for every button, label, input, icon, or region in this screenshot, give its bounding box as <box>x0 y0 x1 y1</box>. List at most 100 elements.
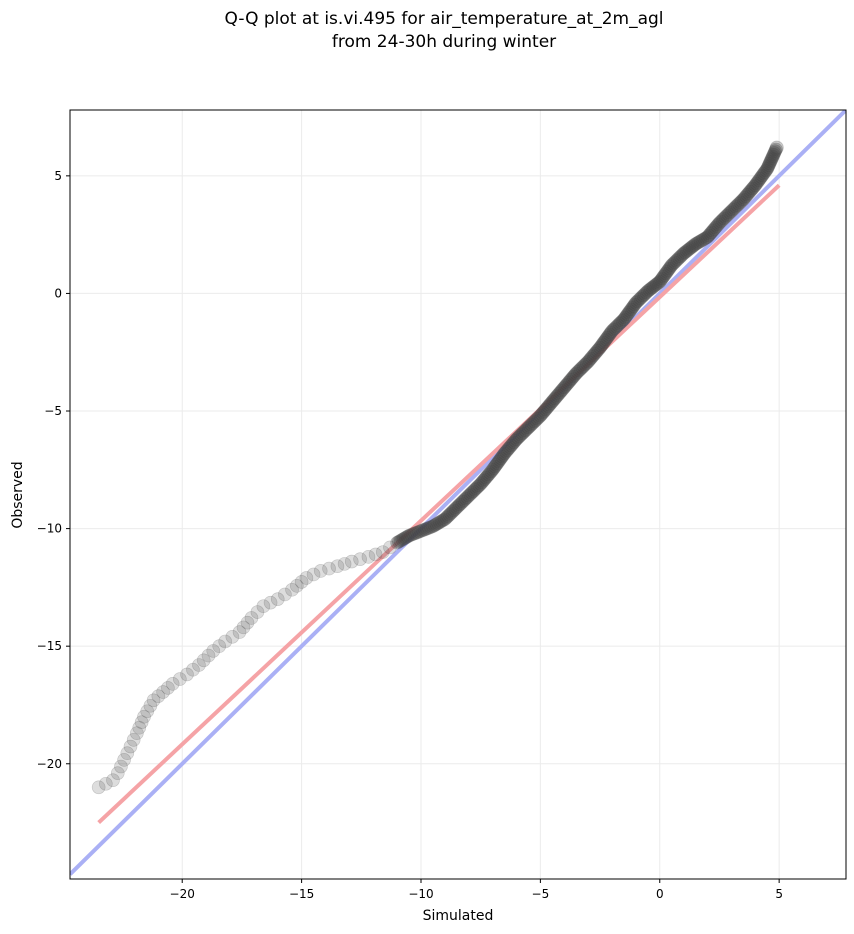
qq-point <box>454 496 469 510</box>
qq-point <box>645 280 660 295</box>
qq-point <box>424 520 438 534</box>
qq-point <box>570 365 585 379</box>
qq-point <box>639 285 654 300</box>
qq-point <box>452 497 467 512</box>
qq-point <box>564 372 578 387</box>
qq-point <box>491 454 506 469</box>
qq-point <box>673 249 688 264</box>
qq-point <box>477 472 492 487</box>
y-axis-ticks: 5 0 −5 −10 −15 −20 <box>37 169 70 771</box>
qq-point <box>741 186 756 200</box>
qq-point <box>445 505 460 519</box>
qq-point <box>761 160 775 174</box>
qq-point <box>578 357 592 372</box>
qq-point <box>625 300 640 315</box>
qq-point <box>675 248 689 262</box>
qq-point <box>682 241 697 256</box>
qq-point <box>553 385 568 400</box>
qq-point <box>712 216 727 230</box>
qq-point <box>745 181 760 196</box>
qq-point <box>579 356 594 370</box>
gridlines <box>70 110 846 879</box>
qq-point <box>642 283 657 297</box>
qq-point <box>732 196 746 211</box>
qq-point <box>397 531 411 546</box>
qq-point <box>670 252 685 267</box>
qq-point <box>480 469 495 483</box>
qq-point <box>434 514 449 529</box>
qq-point <box>621 305 636 320</box>
qq-point <box>545 394 560 409</box>
qq-point <box>700 230 715 244</box>
qq-point <box>206 644 221 658</box>
qq-point <box>663 260 678 274</box>
qq-point <box>753 171 767 186</box>
qq-point <box>740 187 755 202</box>
qq-point <box>451 499 466 513</box>
qq-point <box>330 559 345 574</box>
qq-point <box>460 490 475 504</box>
qq-point <box>473 477 488 491</box>
qq-point <box>201 648 216 663</box>
qq-point <box>542 397 557 412</box>
qq-point <box>569 366 583 381</box>
qq-point <box>661 263 675 277</box>
qq-point <box>655 271 669 286</box>
qq-point <box>599 332 613 347</box>
qq-point <box>688 237 703 251</box>
qq-point <box>99 776 113 791</box>
qq-point <box>406 527 420 541</box>
qq-point <box>212 639 227 653</box>
qq-point <box>110 766 125 780</box>
qq-point <box>646 279 661 294</box>
qq-point <box>632 293 646 307</box>
qq-point <box>458 491 473 506</box>
qq-point <box>524 417 539 432</box>
qq-point <box>729 199 743 214</box>
qq-point <box>263 595 278 610</box>
qq-point <box>562 374 577 389</box>
qq-point <box>466 484 481 499</box>
qq-point <box>654 273 668 287</box>
qq-point <box>666 256 680 271</box>
qq-point <box>586 348 601 363</box>
qq-point <box>687 238 701 253</box>
qq-point <box>151 689 166 703</box>
x-tick-label: −20 <box>170 887 195 901</box>
qq-point <box>744 183 759 197</box>
qq-point <box>114 759 128 774</box>
qq-point <box>633 291 648 306</box>
chart-title-line-2: from 24-30h during winter <box>332 32 556 52</box>
qq-point <box>644 281 658 296</box>
qq-point <box>595 337 610 352</box>
qq-point <box>192 658 206 672</box>
qq-point <box>344 554 359 569</box>
qq-point <box>638 287 652 301</box>
qq-point <box>161 681 175 695</box>
qq-point <box>750 175 765 189</box>
qq-point <box>432 515 447 530</box>
qq-point <box>752 173 766 188</box>
qq-point <box>736 192 751 207</box>
qq-point <box>497 446 512 461</box>
qq-point <box>514 428 528 442</box>
qq-point <box>91 780 106 795</box>
qq-point <box>589 345 603 360</box>
qq-point <box>146 693 161 708</box>
qq-point <box>457 493 472 507</box>
qq-point <box>605 324 619 338</box>
qq-point <box>587 346 602 361</box>
qq-point <box>218 634 232 649</box>
qq-point <box>186 662 200 677</box>
qq-point <box>441 509 455 524</box>
qq-point <box>196 653 211 668</box>
qq-point <box>681 243 695 257</box>
qq-point <box>120 746 135 760</box>
qq-point <box>496 448 511 462</box>
qq-point <box>601 329 616 343</box>
qq-point <box>739 189 753 204</box>
qq-point <box>450 500 464 515</box>
qq-point <box>278 587 292 602</box>
qq-point <box>669 254 683 268</box>
qq-point <box>552 386 566 401</box>
